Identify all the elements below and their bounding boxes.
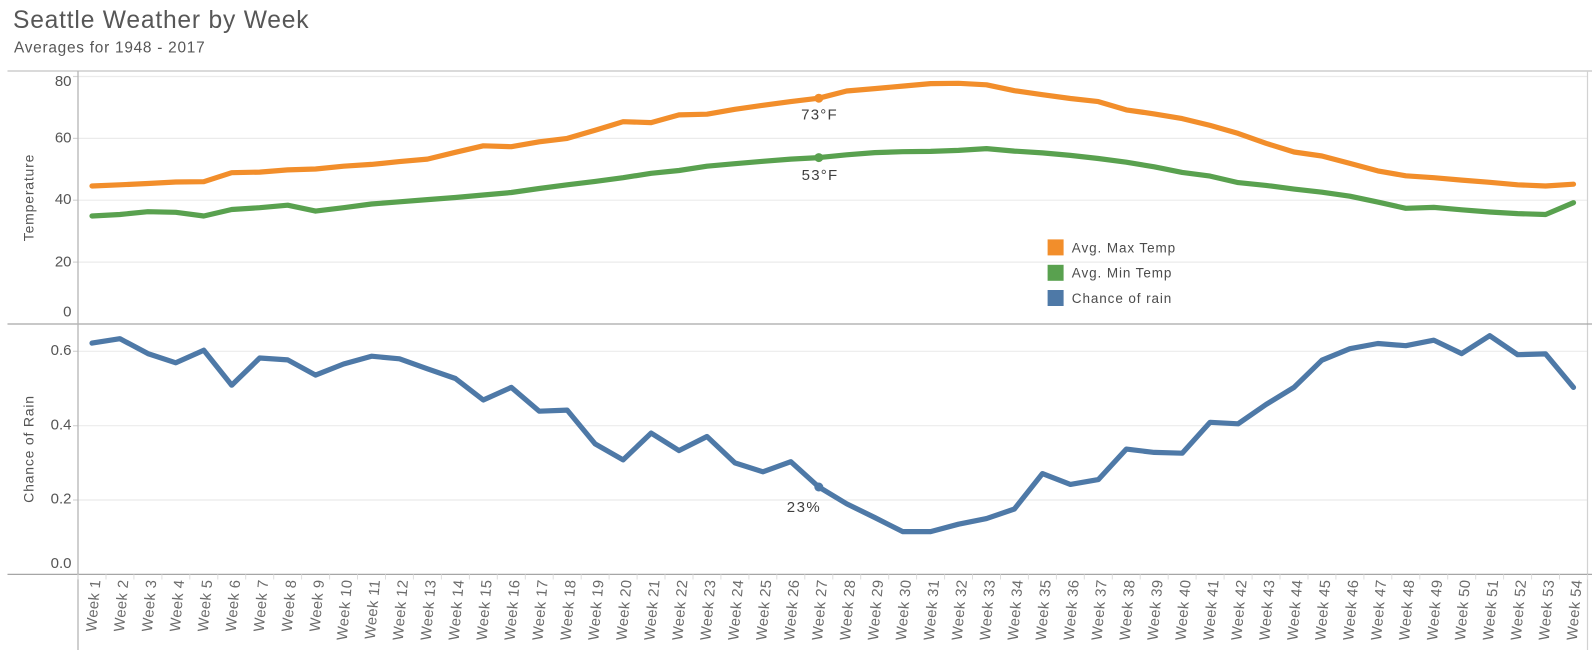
svg-text:Week 19: Week 19 (586, 579, 607, 641)
svg-text:Week 30: Week 30 (894, 579, 915, 641)
svg-text:Week 2: Week 2 (112, 579, 132, 632)
svg-text:Week 20: Week 20 (614, 579, 635, 641)
svg-text:Avg. Min Temp: Avg. Min Temp (1072, 266, 1173, 281)
svg-text:Week 10: Week 10 (335, 579, 356, 641)
svg-text:Week 16: Week 16 (503, 579, 524, 641)
svg-text:Chance of rain: Chance of rain (1072, 291, 1172, 306)
svg-text:Temperature: Temperature (21, 154, 37, 241)
svg-text:Week 36: Week 36 (1062, 579, 1083, 641)
svg-text:Week 7: Week 7 (252, 579, 272, 632)
svg-text:Week 5: Week 5 (196, 579, 216, 632)
svg-text:Week 12: Week 12 (391, 579, 412, 641)
svg-text:Week 51: Week 51 (1481, 579, 1502, 641)
svg-text:Week 25: Week 25 (754, 579, 775, 641)
svg-text:Chance of Rain: Chance of Rain (21, 395, 37, 503)
svg-text:Week 32: Week 32 (950, 579, 971, 641)
svg-text:20: 20 (55, 253, 72, 270)
svg-text:Week 4: Week 4 (168, 579, 188, 632)
svg-text:Week 21: Week 21 (642, 579, 663, 641)
svg-text:Week 53: Week 53 (1537, 579, 1558, 641)
svg-text:40: 40 (55, 191, 72, 208)
svg-text:Week 43: Week 43 (1257, 579, 1278, 641)
svg-text:Week 9: Week 9 (308, 579, 328, 632)
svg-text:Week 11: Week 11 (363, 579, 384, 640)
svg-text:Week 41: Week 41 (1201, 579, 1222, 641)
svg-text:Week 38: Week 38 (1118, 579, 1139, 641)
svg-text:Week 1: Week 1 (84, 579, 104, 632)
svg-text:Week 52: Week 52 (1509, 579, 1530, 641)
svg-text:Week 40: Week 40 (1173, 579, 1194, 641)
svg-text:Week 6: Week 6 (224, 579, 244, 632)
svg-text:Week 14: Week 14 (447, 579, 468, 641)
svg-text:Week 42: Week 42 (1229, 579, 1250, 641)
svg-text:Week 13: Week 13 (419, 579, 440, 641)
svg-text:Week 3: Week 3 (140, 579, 160, 632)
svg-text:53°F: 53°F (802, 167, 839, 184)
svg-text:Week 29: Week 29 (866, 579, 887, 641)
svg-text:Averages for 1948 - 2017: Averages for 1948 - 2017 (14, 40, 205, 57)
svg-text:Week 17: Week 17 (530, 579, 551, 641)
svg-text:0.4: 0.4 (51, 416, 72, 433)
svg-text:Avg. Max Temp: Avg. Max Temp (1072, 240, 1176, 255)
svg-text:Seattle Weather by Week: Seattle Weather by Week (13, 7, 309, 34)
svg-text:Week 47: Week 47 (1369, 579, 1390, 641)
svg-text:Week 31: Week 31 (922, 579, 943, 641)
svg-text:80: 80 (55, 73, 72, 90)
svg-text:0.0: 0.0 (51, 555, 72, 572)
svg-text:0: 0 (63, 304, 71, 321)
svg-text:Week 22: Week 22 (670, 579, 691, 641)
svg-text:Week 26: Week 26 (782, 579, 803, 641)
svg-text:0.2: 0.2 (51, 491, 72, 508)
svg-text:Week 33: Week 33 (978, 579, 999, 641)
svg-text:Week 28: Week 28 (838, 579, 859, 641)
svg-text:Week 46: Week 46 (1341, 579, 1362, 641)
svg-text:Week 50: Week 50 (1453, 579, 1474, 641)
svg-text:Week 8: Week 8 (280, 579, 300, 632)
svg-text:Week 37: Week 37 (1090, 579, 1111, 641)
svg-text:Week 15: Week 15 (475, 579, 496, 641)
svg-text:Week 18: Week 18 (558, 579, 579, 641)
svg-text:Week 23: Week 23 (698, 579, 719, 641)
svg-text:Week 48: Week 48 (1397, 579, 1418, 641)
svg-text:Week 44: Week 44 (1285, 579, 1306, 641)
svg-text:Week 27: Week 27 (810, 579, 831, 641)
svg-text:0.6: 0.6 (51, 342, 72, 359)
svg-text:60: 60 (55, 130, 72, 147)
svg-text:Week 49: Week 49 (1425, 579, 1446, 641)
svg-text:73°F: 73°F (801, 107, 838, 124)
svg-text:Week 39: Week 39 (1145, 579, 1166, 641)
svg-text:Week 35: Week 35 (1034, 579, 1055, 641)
svg-text:Week 45: Week 45 (1313, 579, 1334, 641)
svg-text:Week 54: Week 54 (1565, 579, 1586, 641)
svg-text:Week 34: Week 34 (1006, 579, 1027, 641)
svg-text:23%: 23% (787, 499, 822, 516)
svg-text:Week 24: Week 24 (726, 579, 747, 641)
